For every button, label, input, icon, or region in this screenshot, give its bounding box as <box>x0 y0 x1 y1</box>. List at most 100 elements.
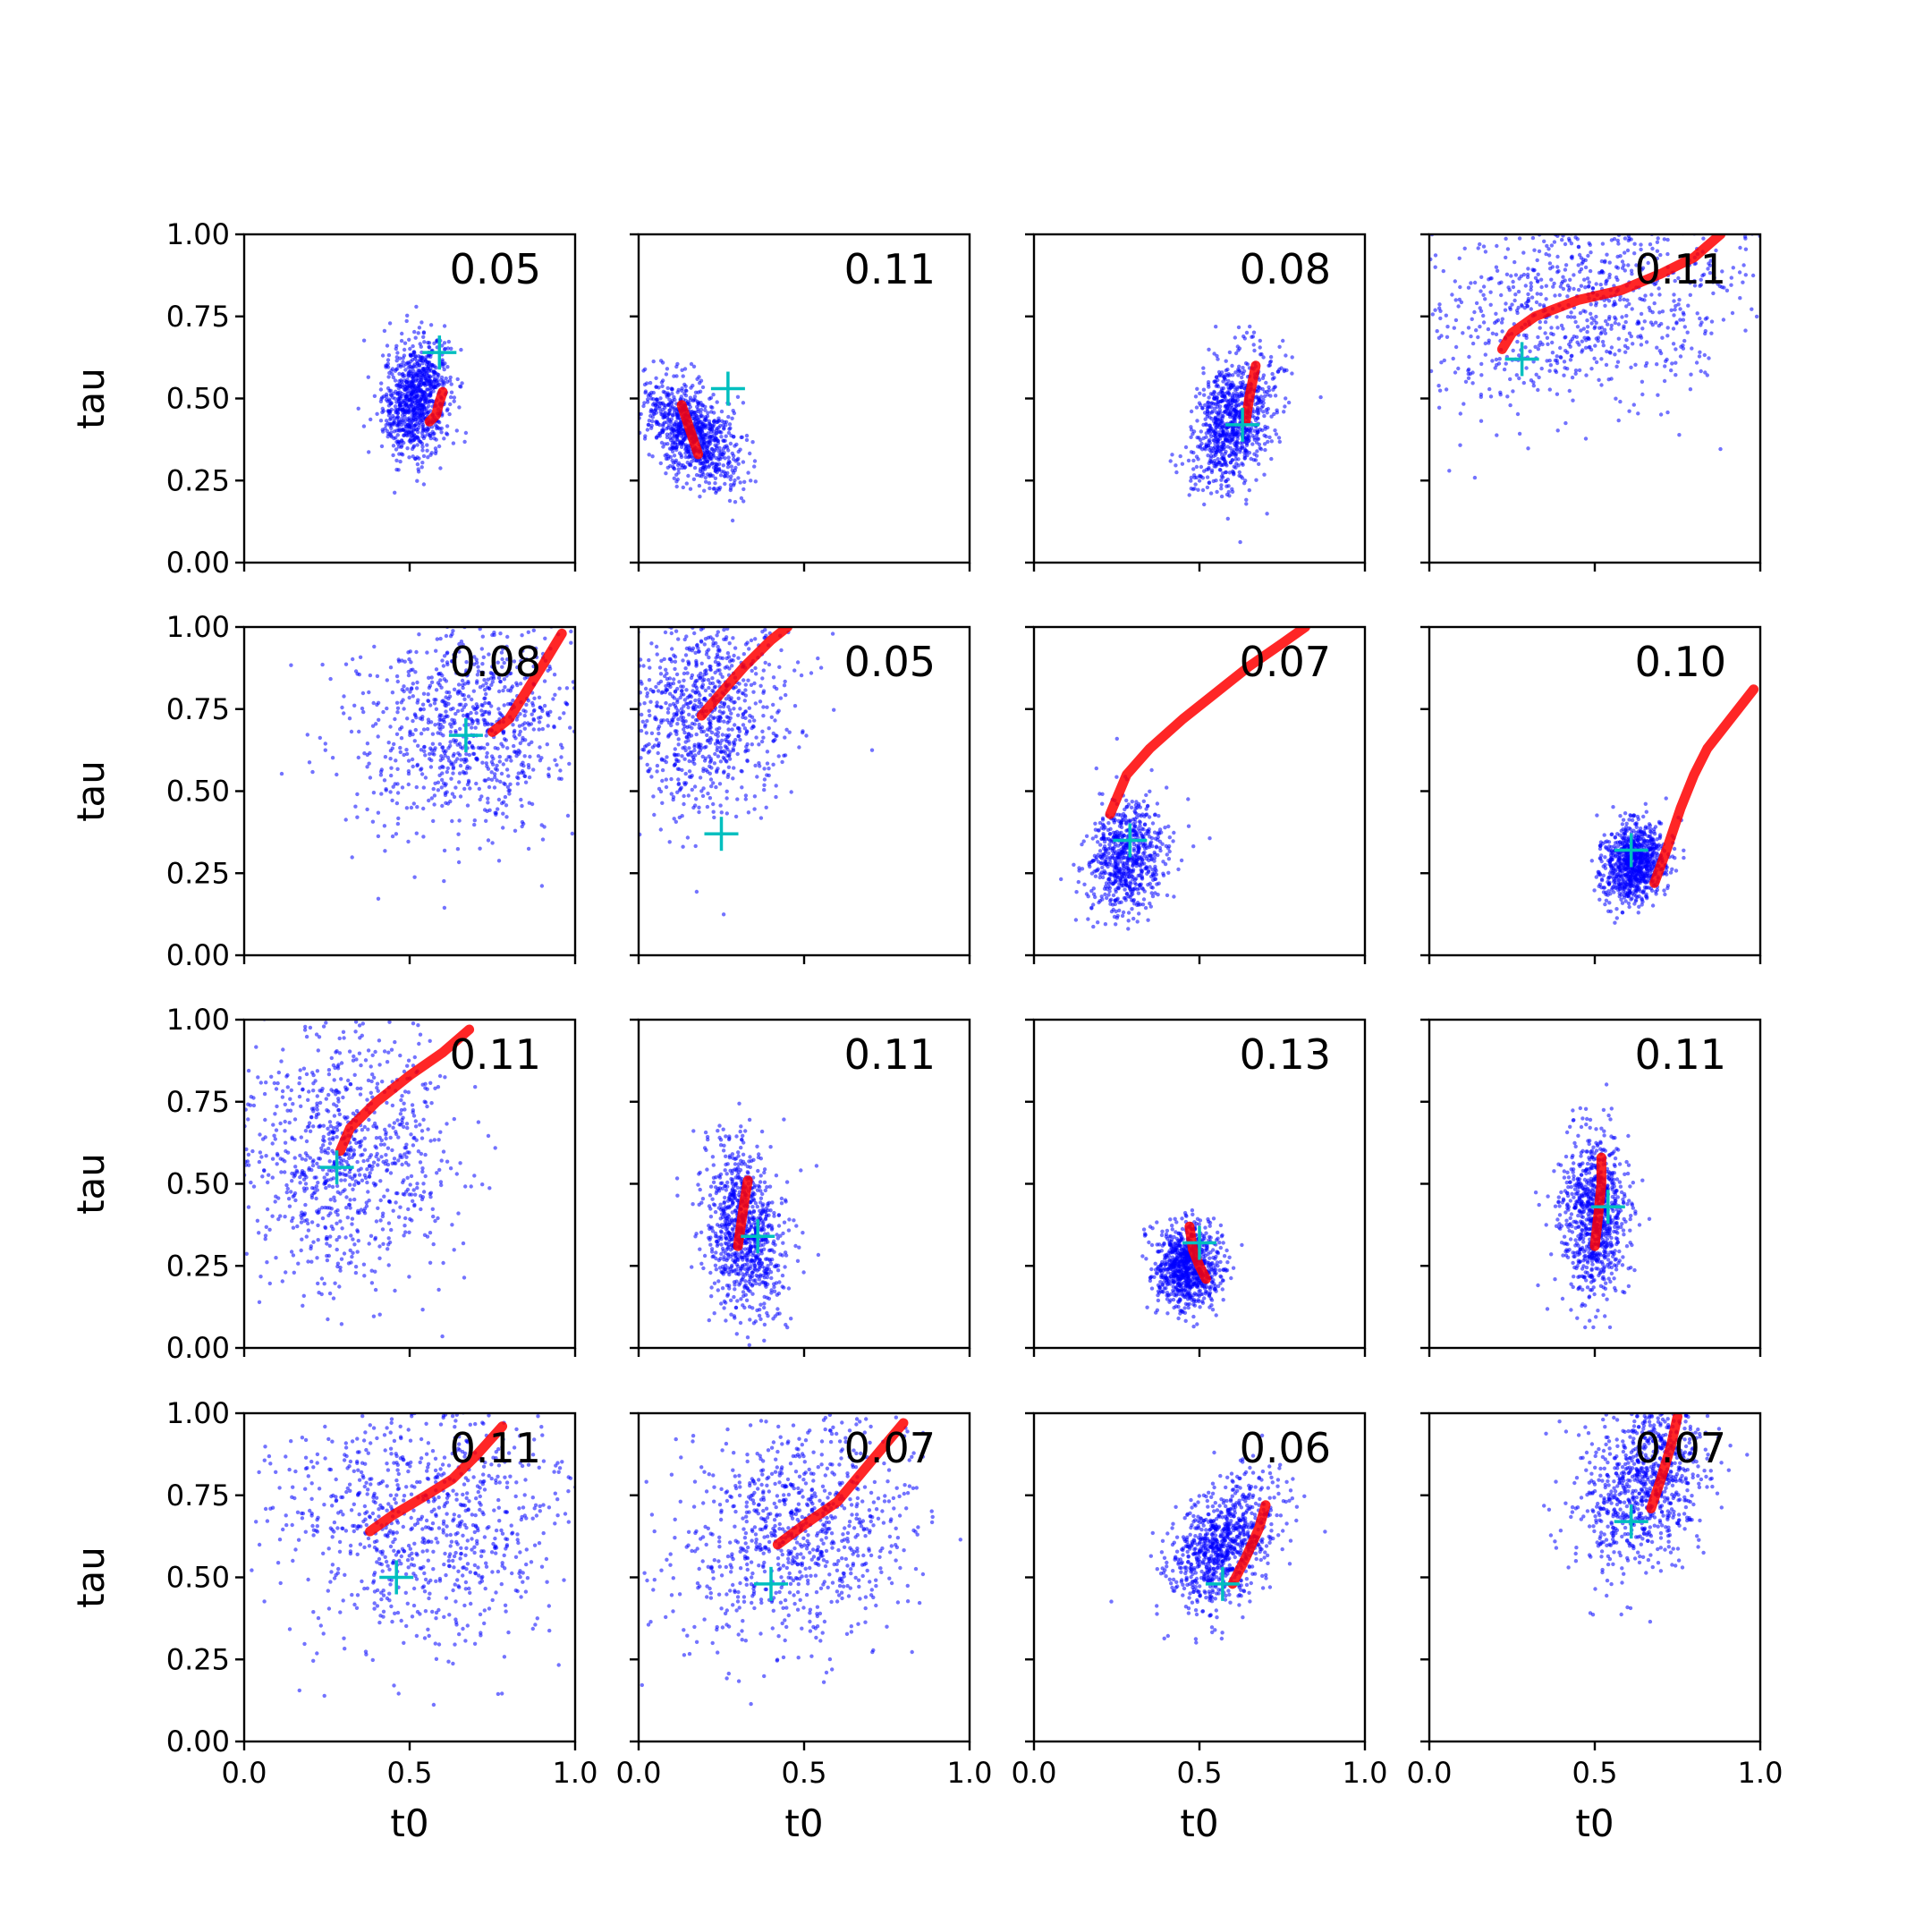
sample-point <box>724 434 728 438</box>
sample-point <box>406 782 411 787</box>
sample-point <box>1461 331 1465 335</box>
sample-point <box>414 716 419 720</box>
sample-point <box>540 837 546 842</box>
sample-point <box>470 725 474 730</box>
sample-point <box>405 687 410 691</box>
sample-point <box>1486 326 1491 332</box>
sample-point <box>1213 448 1218 453</box>
sample-point <box>400 331 404 336</box>
sample-point <box>1640 326 1645 331</box>
sample-point <box>442 324 447 328</box>
sample-point <box>1252 437 1258 442</box>
sample-point <box>1583 345 1589 350</box>
sample-point <box>540 726 545 732</box>
sample-point <box>393 404 398 409</box>
sample-point <box>1234 462 1239 466</box>
sample-point <box>1250 442 1255 446</box>
sample-point <box>372 394 377 398</box>
sample-point <box>1663 364 1667 369</box>
sample-point <box>1623 350 1628 354</box>
sample-point <box>1612 237 1617 242</box>
sample-point <box>1194 405 1199 410</box>
sample-point <box>716 419 720 425</box>
sample-point <box>349 729 354 734</box>
sample-point <box>1208 426 1213 430</box>
sample-point <box>397 394 402 399</box>
sample-point <box>1711 291 1716 296</box>
sample-point <box>1233 457 1238 462</box>
sample-point <box>397 356 402 360</box>
sample-point <box>649 409 655 413</box>
sample-point <box>1547 358 1552 363</box>
sample-point <box>648 767 652 771</box>
sample-point <box>412 433 417 438</box>
sample-point <box>1227 412 1232 417</box>
sample-point <box>478 797 482 802</box>
sample-point <box>684 481 689 486</box>
sample-point <box>1568 358 1573 362</box>
sample-point <box>1207 404 1212 409</box>
sample-point <box>419 748 424 752</box>
sample-point <box>1466 285 1471 290</box>
sample-point <box>645 400 650 404</box>
sample-point <box>402 347 407 352</box>
sample-point <box>415 435 420 440</box>
sample-point <box>487 784 492 790</box>
sample-point <box>1641 254 1647 258</box>
sample-point <box>407 419 411 424</box>
sample-point <box>697 375 701 379</box>
sample-point <box>518 750 522 754</box>
sample-point <box>1583 285 1588 290</box>
sample-point <box>1479 275 1484 279</box>
sample-point <box>1233 370 1238 375</box>
sample-point <box>493 746 497 750</box>
sample-point <box>437 717 442 723</box>
sample-point <box>423 775 428 780</box>
sample-point <box>1688 281 1692 285</box>
sample-point <box>432 802 436 807</box>
sample-point <box>403 368 408 372</box>
sample-point <box>744 437 750 443</box>
sample-point <box>1636 319 1640 324</box>
sample-point <box>1234 439 1240 445</box>
sample-point <box>451 767 455 771</box>
sample-point <box>681 485 685 490</box>
sample-point <box>414 686 419 691</box>
sample-point <box>518 712 522 716</box>
sample-point <box>489 754 495 758</box>
sample-point <box>395 782 400 786</box>
sample-point <box>736 696 741 700</box>
sample-point <box>1532 248 1537 252</box>
sample-point <box>470 719 476 724</box>
sample-point <box>1441 268 1446 274</box>
sample-point <box>398 745 402 750</box>
sample-point <box>1435 329 1439 334</box>
sample-point <box>1553 369 1558 373</box>
sample-point <box>438 678 443 682</box>
sample-point <box>504 815 509 819</box>
sample-point <box>411 358 415 362</box>
sample-point <box>513 728 517 733</box>
sample-point <box>663 414 667 419</box>
sample-point <box>1174 470 1179 475</box>
sample-point <box>433 781 437 785</box>
sample-point <box>687 769 692 774</box>
sample-point <box>1236 373 1241 377</box>
sample-point <box>1609 326 1614 331</box>
sample-point <box>387 321 393 326</box>
sample-point <box>392 416 397 420</box>
sample-point <box>390 367 395 371</box>
sample-point <box>386 352 392 358</box>
sample-point <box>413 390 418 394</box>
sample-point <box>1565 294 1570 299</box>
sample-point <box>1221 471 1225 476</box>
sample-point <box>547 767 551 771</box>
sample-point <box>445 755 451 760</box>
sample-point <box>527 742 531 747</box>
sample-point <box>428 746 433 750</box>
sample-point <box>1196 457 1200 462</box>
sample-point <box>402 419 408 423</box>
sample-point <box>682 801 686 807</box>
sample-point <box>1220 425 1225 430</box>
sample-point <box>1682 325 1688 329</box>
